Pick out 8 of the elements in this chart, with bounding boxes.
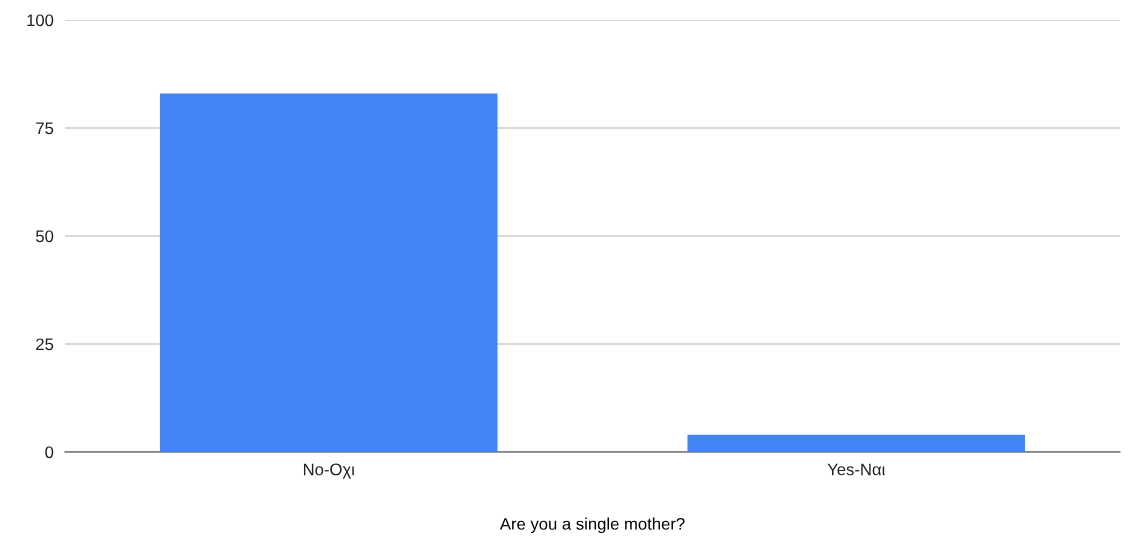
y-tick-label: 100 xyxy=(27,14,54,27)
y-tick-label: 50 xyxy=(36,230,54,243)
x-axis-title: Are you a single mother? xyxy=(499,517,685,534)
y-tick-label: 25 xyxy=(36,338,54,351)
y-tick-label: 75 xyxy=(36,122,54,135)
y-tick-label: 0 xyxy=(45,446,54,459)
x-tick-label: No-Oχι xyxy=(303,463,355,479)
x-tick-label: Yes-Ναι xyxy=(827,463,885,476)
